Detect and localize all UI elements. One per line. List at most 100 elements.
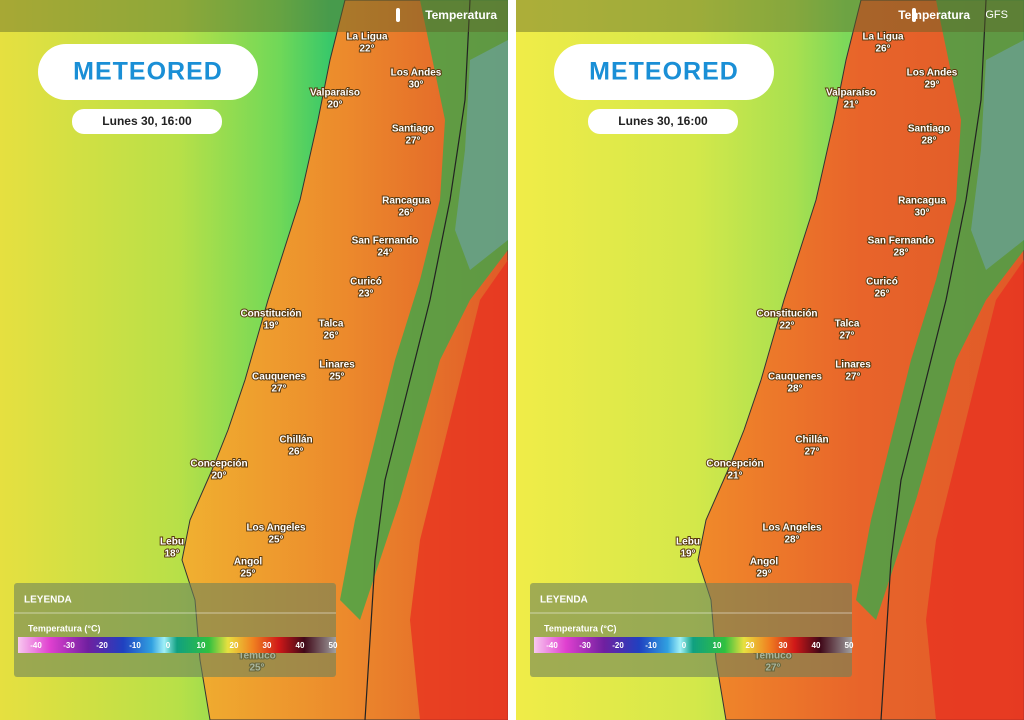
legend-box xyxy=(530,583,852,677)
city-temp: 27° xyxy=(804,447,819,458)
city-name: Lebu xyxy=(676,537,700,548)
city-temp: 20° xyxy=(211,471,226,482)
city-temp: 20° xyxy=(327,100,342,111)
high-peaks xyxy=(455,40,508,270)
hot-zone xyxy=(410,260,508,720)
city-temp: 25° xyxy=(268,535,283,546)
header-bar xyxy=(516,0,1024,32)
city-name: Linares xyxy=(319,360,355,371)
city-temp: 27° xyxy=(839,331,854,342)
city-name: Lebu xyxy=(160,537,184,548)
city-temp: 27° xyxy=(845,372,860,383)
city-name: San Fernando xyxy=(868,236,935,247)
legend-tick: -40 xyxy=(30,641,42,650)
legend-tick: 10 xyxy=(713,641,722,650)
legend-tick: 50 xyxy=(845,641,854,650)
legend-tick: 40 xyxy=(812,641,821,650)
city-name: Talca xyxy=(319,319,344,330)
city-name: La Ligua xyxy=(346,32,388,43)
city-name: Los Angeles xyxy=(246,523,306,534)
border xyxy=(880,0,987,720)
city-name: Valparaíso xyxy=(310,88,360,99)
legend-tick: 0 xyxy=(166,641,171,650)
logo-pill xyxy=(554,44,774,100)
legend-tick: 50 xyxy=(329,641,338,650)
city-temp: 18° xyxy=(164,549,179,560)
legend-tick: -40 xyxy=(546,641,558,650)
city-name: Concepción xyxy=(190,459,247,470)
city-temp: 26° xyxy=(398,208,413,219)
city-temp: 21° xyxy=(843,100,858,111)
city-temp: 27° xyxy=(405,136,420,147)
map-panel: Temperatura GFS METEORED Lunes 30, 16:00 La … xyxy=(516,0,1024,720)
city-name: Santiago xyxy=(908,124,950,135)
city-name: Rancagua xyxy=(382,196,430,207)
legend-tick: -30 xyxy=(63,641,75,650)
city-temp: 27° xyxy=(271,384,286,395)
city-temp: 29° xyxy=(924,80,939,91)
city-temp: 19° xyxy=(680,549,695,560)
city-temp: 26° xyxy=(288,447,303,458)
header-variable: Temperatura xyxy=(425,8,497,22)
legend-tick: -10 xyxy=(645,641,657,650)
logo: METEORED xyxy=(589,58,739,86)
city-temp: 28° xyxy=(784,535,799,546)
city-temp: 28° xyxy=(921,136,936,147)
city-name: Talca xyxy=(835,319,860,330)
city-name: Los Angeles xyxy=(762,523,822,534)
legend-tick: -10 xyxy=(129,641,141,650)
legend-tick: -20 xyxy=(612,641,624,650)
city-temp: 29° xyxy=(756,569,771,580)
legend-tick: 40 xyxy=(296,641,305,650)
legend-tick: 0 xyxy=(682,641,687,650)
city-temp: 26° xyxy=(323,331,338,342)
legend-tick: 30 xyxy=(263,641,272,650)
city-name: Angol xyxy=(750,557,779,568)
city-name: Concepción xyxy=(706,459,763,470)
city-temp: 23° xyxy=(358,289,373,300)
city-name: Angol xyxy=(234,557,263,568)
legend-color-bar xyxy=(18,637,336,653)
high-peaks xyxy=(971,40,1024,270)
legend-title: LEYENDA xyxy=(24,595,72,606)
city-name: Los Andes xyxy=(391,68,442,79)
city-temp: 22° xyxy=(359,44,374,55)
legend-scale-title: Temperatura (°C) xyxy=(544,623,616,633)
legend-scale-title: Temperatura (°C) xyxy=(28,623,100,633)
city-name: Chillán xyxy=(795,435,828,446)
date: Lunes 30, 16:00 xyxy=(618,114,708,128)
city-name: Cauquenes xyxy=(768,372,822,383)
city-temp: 30° xyxy=(914,208,929,219)
city-name: La Ligua xyxy=(862,32,904,43)
date-pill xyxy=(72,109,222,134)
city-name: Santiago xyxy=(392,124,434,135)
city-temp: 24° xyxy=(377,248,392,259)
city-name: Rancagua xyxy=(898,196,946,207)
city-temp: 30° xyxy=(408,80,423,91)
legend-color-bar xyxy=(534,637,852,653)
city-name: Cauquenes xyxy=(252,372,306,383)
legend-tick: 30 xyxy=(779,641,788,650)
legend-box xyxy=(14,583,336,677)
legend-tick: 20 xyxy=(746,641,755,650)
city-temp: 26° xyxy=(875,44,890,55)
thermometer-icon xyxy=(912,8,916,22)
city-temp: 25° xyxy=(240,569,255,580)
border xyxy=(364,0,471,720)
city-temp: 26° xyxy=(874,289,889,300)
date-pill xyxy=(588,109,738,134)
city-name: Linares xyxy=(835,360,871,371)
city-temp: 21° xyxy=(727,471,742,482)
city-temp: 28° xyxy=(787,384,802,395)
city-temp: 28° xyxy=(893,248,908,259)
city-temp: 19° xyxy=(263,321,278,332)
city-temp: 22° xyxy=(779,321,794,332)
thermometer-icon xyxy=(396,8,400,22)
legend-tick: -30 xyxy=(579,641,591,650)
header-bar xyxy=(0,0,508,32)
header-variable: Temperatura xyxy=(898,8,970,22)
header-model: GFS xyxy=(985,9,1008,21)
city-name: Constitución xyxy=(240,309,301,320)
date: Lunes 30, 16:00 xyxy=(102,114,192,128)
